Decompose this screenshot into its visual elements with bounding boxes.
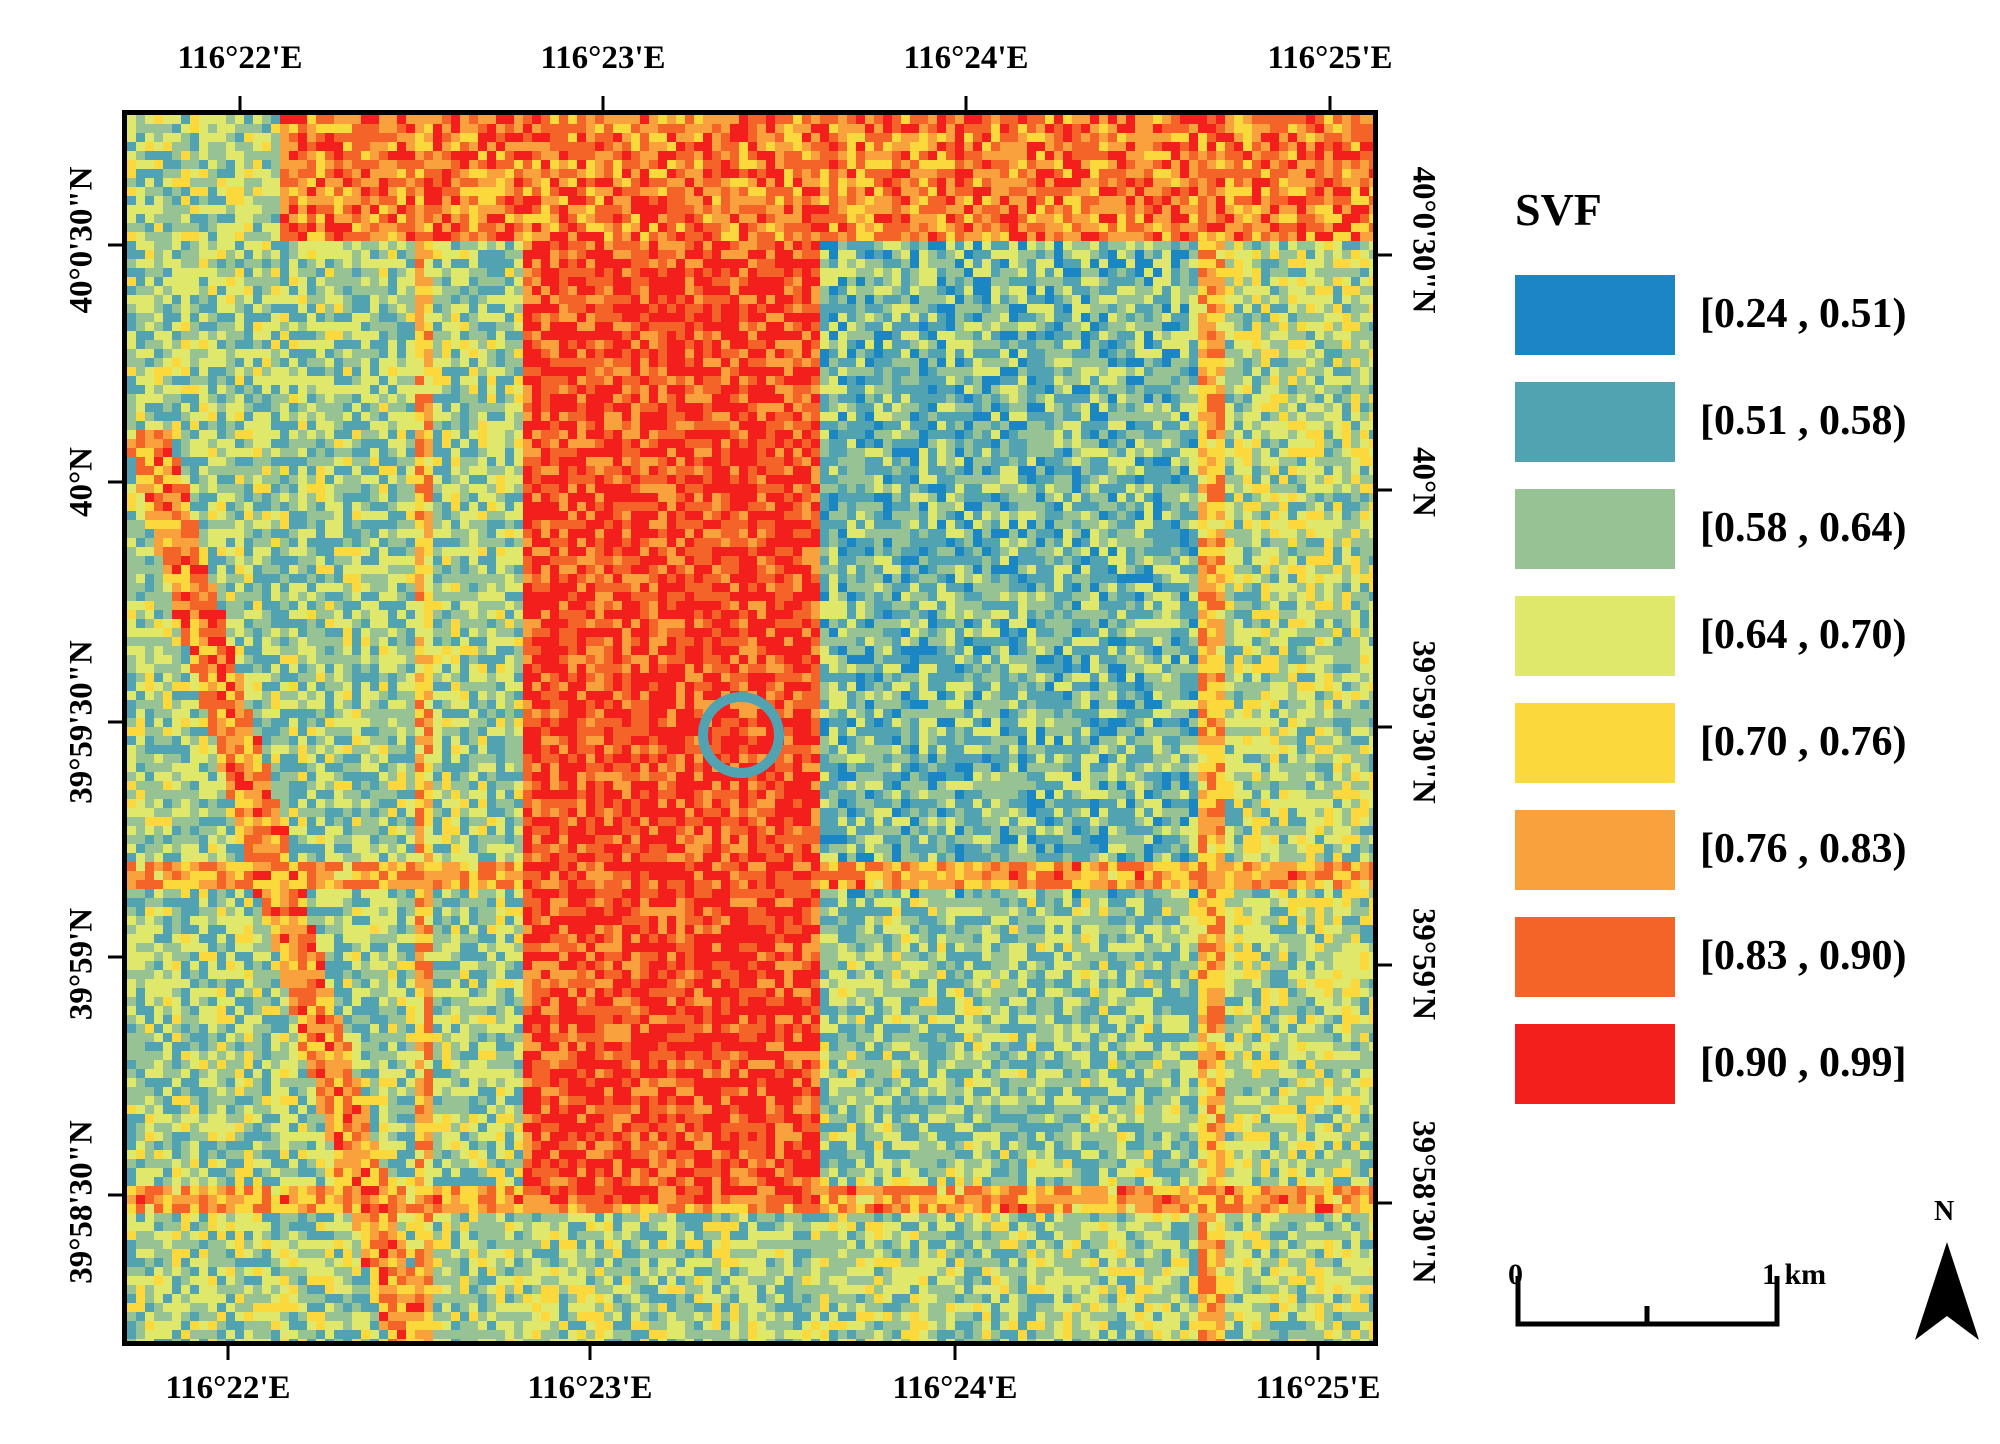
right-latitude-label: 39°59'N bbox=[1405, 907, 1442, 1021]
left-latitude-label: 40°N bbox=[63, 446, 100, 518]
scale-bar bbox=[1515, 1276, 1780, 1327]
scale-bar-end-label: 1 km bbox=[1762, 1258, 1827, 1291]
right-latitude-label: 39°59'30"N bbox=[1405, 640, 1442, 804]
legend-range-label: [0.90 , 0.99] bbox=[1700, 1040, 1907, 1086]
legend-swatch bbox=[1515, 810, 1675, 890]
legend-range-label: [0.83 , 0.90) bbox=[1700, 933, 1907, 979]
left-latitude-label: 39°59'30"N bbox=[63, 640, 100, 804]
bottom-longitude-label: 116°22'E bbox=[165, 1370, 291, 1406]
legend-title: SVF bbox=[1515, 184, 1602, 235]
legend-swatch bbox=[1515, 917, 1675, 997]
legend-range-label: [0.51 , 0.58) bbox=[1700, 398, 1907, 444]
legend-range-label: [0.24 , 0.51) bbox=[1700, 291, 1907, 337]
legend-swatch bbox=[1515, 382, 1675, 462]
left-latitude-label: 39°58'30"N bbox=[63, 1120, 100, 1284]
legend-range-label: [0.70 , 0.76) bbox=[1700, 719, 1907, 765]
svf-raster-canvas bbox=[127, 115, 1373, 1341]
legend-swatch bbox=[1515, 1024, 1675, 1104]
legend-range-label: [0.58 , 0.64) bbox=[1700, 505, 1907, 551]
scale-bar-start-label: 0 bbox=[1508, 1258, 1523, 1291]
north-arrow-letter: N bbox=[1934, 1196, 1955, 1227]
north-arrow-icon bbox=[1915, 1242, 1979, 1340]
right-latitude-label: 39°58'30"N bbox=[1405, 1120, 1442, 1284]
legend-swatch bbox=[1515, 275, 1675, 355]
right-latitude-label: 40°N bbox=[1405, 446, 1442, 518]
legend-range-label: [0.64 , 0.70) bbox=[1700, 612, 1907, 658]
left-latitude-label: 39°59'N bbox=[63, 907, 100, 1021]
top-longitude-label: 116°23'E bbox=[540, 40, 666, 76]
right-latitude-label: 40°0'30"N bbox=[1405, 166, 1442, 314]
legend-swatch bbox=[1515, 596, 1675, 676]
legend-range-label: [0.76 , 0.83) bbox=[1700, 826, 1907, 872]
bottom-longitude-label: 116°24'E bbox=[892, 1370, 1018, 1406]
legend-swatch bbox=[1515, 489, 1675, 569]
left-latitude-label: 40°0'30"N bbox=[63, 166, 100, 314]
legend-swatch bbox=[1515, 703, 1675, 783]
bottom-longitude-label: 116°23'E bbox=[527, 1370, 653, 1406]
top-longitude-label: 116°24'E bbox=[903, 40, 1029, 76]
top-longitude-label: 116°25'E bbox=[1267, 40, 1393, 76]
top-longitude-label: 116°22'E bbox=[177, 40, 303, 76]
svf-raster-map bbox=[122, 110, 1378, 1346]
bottom-longitude-label: 116°25'E bbox=[1255, 1370, 1381, 1406]
